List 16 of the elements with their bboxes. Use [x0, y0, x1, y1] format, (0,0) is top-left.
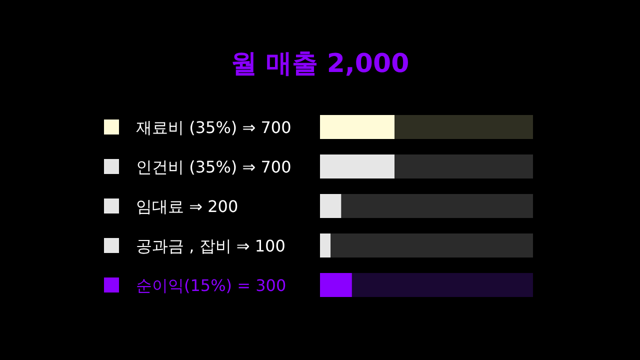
- y-tick-label: 인건비 (35%) ⇒ 700: [136, 158, 292, 176]
- y-tick-label: 임대료 ⇒ 200: [136, 197, 238, 216]
- bar: [352, 273, 533, 297]
- chart-title: 월 매출 2,000: [230, 49, 410, 79]
- y-tick-label: 순이익(15%) = 300: [136, 276, 286, 295]
- bar: [341, 194, 533, 218]
- bar: [320, 194, 342, 218]
- y-tick-label: 재료비 (35%) ⇒ 700: [136, 118, 292, 137]
- bar: [320, 115, 395, 139]
- bar: [394, 154, 533, 178]
- y-tick-label: 공과금 , 잡비 ⇒ 100: [136, 236, 286, 256]
- bar: [320, 234, 331, 258]
- bar: [330, 234, 533, 258]
- bar: [320, 154, 395, 178]
- bar: [394, 115, 533, 139]
- bar: [320, 273, 352, 297]
